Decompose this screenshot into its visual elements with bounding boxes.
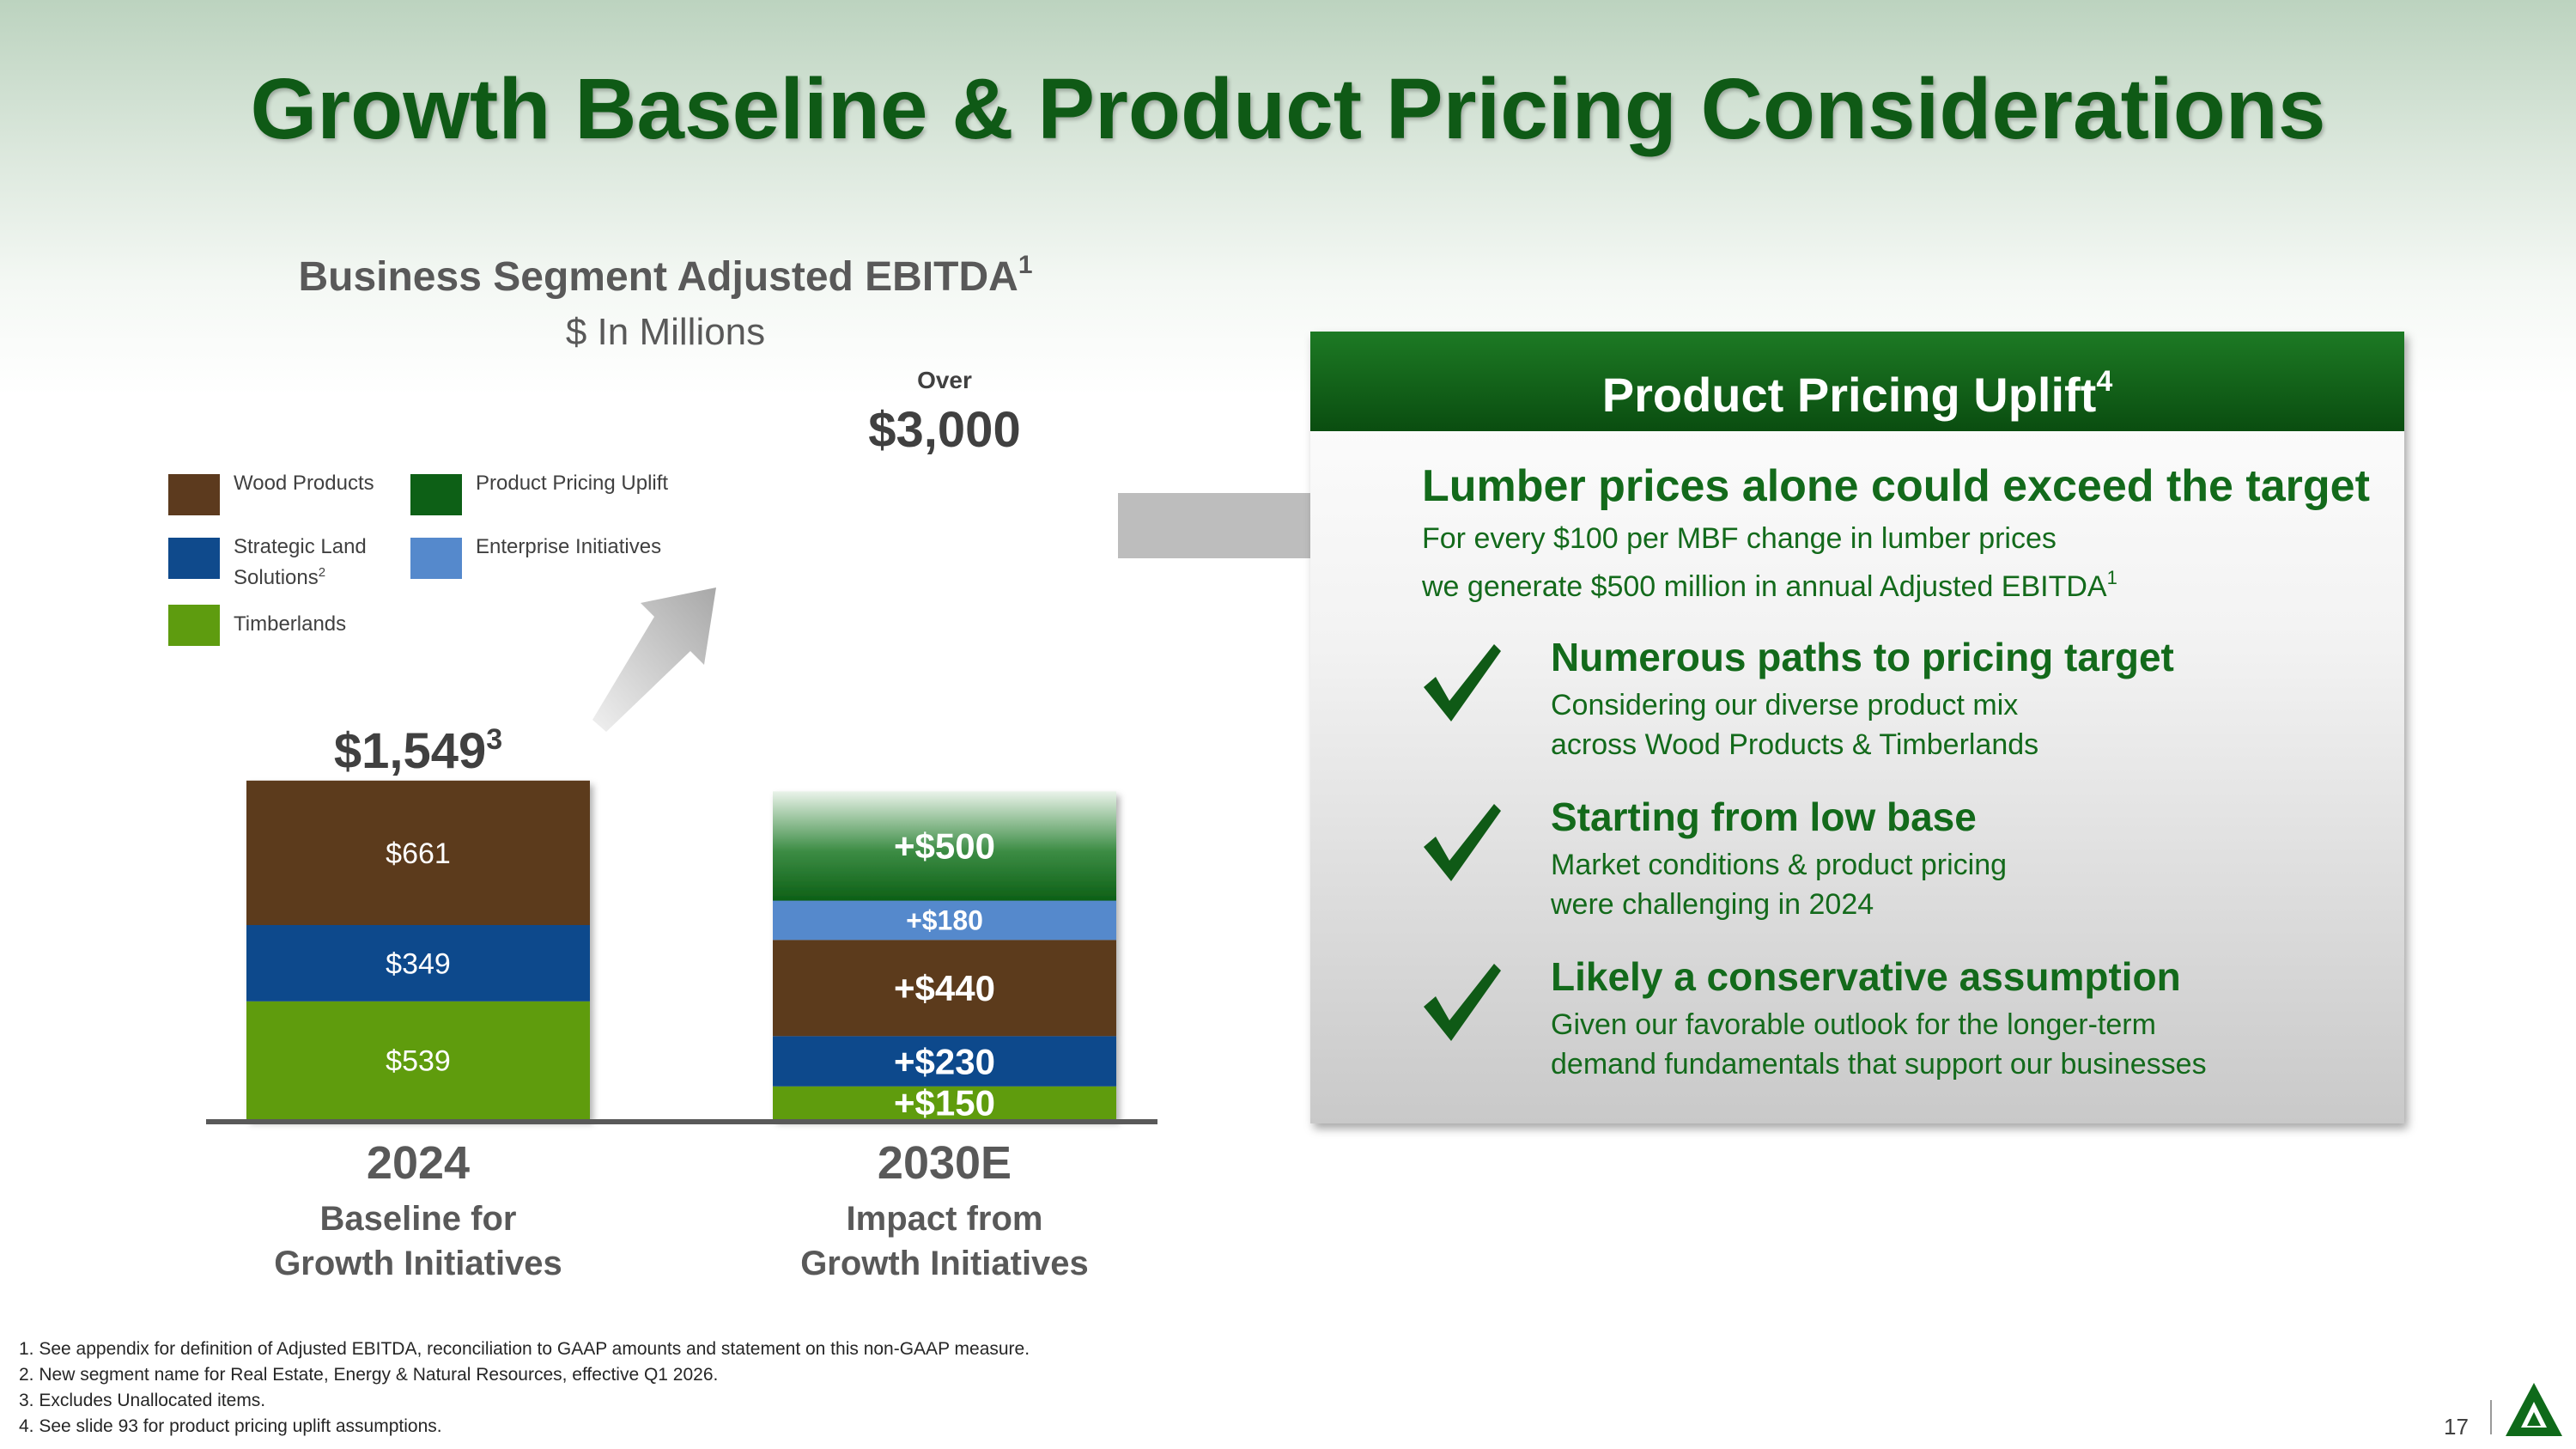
bar-stack-2030e [773, 791, 1116, 1119]
legend-label: Strategic Land Solutions2 [234, 534, 431, 591]
point-text-line: across Wood Products & Timberlands [1551, 728, 2039, 761]
point-title: Likely a conservative assumption [1551, 954, 2181, 999]
panel-headline: Lumber prices alone could exceed the tar… [1422, 461, 2370, 511]
footnote: 3. Excludes Unallocated items. [19, 1391, 266, 1410]
panel-header-text: Product Pricing Uplift [1601, 368, 2097, 422]
panel-body-line-2-text: we generate $500 million in annual Adjus… [1422, 570, 2107, 603]
checkmark-icon [1424, 964, 1501, 1041]
x-tick-subtitle: Growth Initiatives [800, 1245, 1089, 1282]
bar-total-footnote: 3 [486, 723, 502, 756]
x-tick-label: 2030E [878, 1137, 1012, 1189]
bar-segment [246, 1001, 590, 1119]
legend-label-text: Strategic Land Solutions [234, 535, 367, 589]
bar-segment [773, 1036, 1116, 1087]
panel-body-footnote: 1 [2106, 567, 2117, 588]
page-number: 17 [2444, 1414, 2469, 1440]
bar-value-label: $661 [386, 837, 451, 870]
page-divider [2490, 1400, 2492, 1434]
point-text: Market conditions & product pricing were… [1551, 845, 2375, 924]
legend-swatch [168, 538, 220, 579]
panel-header-footnote: 4 [2096, 365, 2113, 398]
chart-title-footnote: 1 [1018, 251, 1033, 279]
bar-segment [773, 900, 1116, 941]
bar-value-label: $539 [386, 1044, 451, 1077]
point-text-line: Market conditions & product pricing [1551, 849, 2008, 881]
point-text-line: Considering our diverse product mix [1551, 689, 2019, 721]
legend-swatch [410, 538, 462, 579]
bar-segment [246, 780, 590, 925]
x-tick-subtitle: Growth Initiatives [274, 1245, 562, 1282]
footnotes: 1. See appendix for definition of Adjust… [19, 1336, 1221, 1440]
bar-value-label: +$230 [894, 1041, 995, 1081]
point-text: Considering our diverse product mix acro… [1551, 685, 2375, 764]
bar-value-label: +$150 [894, 1083, 995, 1123]
legend-label: Wood Products [234, 472, 374, 495]
bar-segment [246, 925, 590, 1002]
point-text-line: demand fundamentals that support our bus… [1551, 1048, 2207, 1081]
x-tick-label: 2024 [367, 1137, 470, 1189]
bar-segment [773, 1086, 1116, 1119]
checkmark-icon [1424, 804, 1501, 881]
bar-total-label: $3,000 [868, 402, 1020, 458]
bar-segment [773, 791, 1116, 901]
footnote: 4. See slide 93 for product pricing upli… [19, 1416, 442, 1436]
bar-stack-2024 [246, 780, 590, 1119]
panel-body-line-2: we generate $500 million in annual Adjus… [1422, 558, 2384, 606]
footnote: 1. See appendix for definition of Adjust… [19, 1339, 1030, 1359]
bar-segment [773, 940, 1116, 1037]
company-logo-icon [2506, 1383, 2562, 1436]
bar-value-label: +$440 [894, 968, 995, 1008]
bar-total-label: $1,5493 [334, 723, 502, 779]
growth-arrow-icon [592, 588, 716, 732]
legend-swatch [410, 474, 462, 515]
page-title: Growth Baseline & Product Pricing Consid… [250, 61, 2326, 157]
bar-value-label: $349 [386, 947, 451, 980]
legend-swatch [168, 474, 220, 515]
legend-swatch [168, 605, 220, 646]
point-text-line: Given our favorable outlook for the long… [1551, 1008, 2156, 1041]
point-title: Starting from low base [1551, 795, 1977, 839]
panel-body: For every $100 per MBF change in lumber … [1422, 519, 2384, 606]
point-title: Numerous paths to pricing target [1551, 635, 2174, 679]
legend-label: Enterprise Initiatives [476, 535, 662, 558]
chart-title: Business Segment Adjusted EBITDA1 [172, 251, 1159, 301]
x-tick-subtitle: Baseline for [320, 1200, 517, 1238]
legend-label-footnote: 2 [318, 565, 326, 580]
panel-body-line-1: For every $100 per MBF change in lumber … [1422, 522, 2057, 555]
panel-header: Product Pricing Uplift4 [1310, 332, 2404, 431]
bar-value-label: +$180 [906, 905, 983, 936]
checkmark-icon [1424, 644, 1501, 721]
legend-label: Product Pricing Uplift [476, 472, 669, 495]
point-text-line: were challenging in 2024 [1551, 888, 1874, 921]
chart-subtitle: $ In Millions [565, 311, 766, 353]
bar-total-prefix: Over [917, 367, 972, 393]
chart-title-text: Business Segment Adjusted EBITDA [298, 254, 1018, 300]
legend-label: Timberlands [234, 612, 347, 636]
product-pricing-panel: Product Pricing Uplift4 Lumber prices al… [1310, 332, 2404, 1123]
x-tick-subtitle: Impact from [847, 1200, 1043, 1238]
point-text: Given our favorable outlook for the long… [1551, 1005, 2375, 1084]
footnote: 2. New segment name for Real Estate, Ene… [19, 1365, 719, 1385]
bar-value-label: +$500 [894, 826, 995, 867]
